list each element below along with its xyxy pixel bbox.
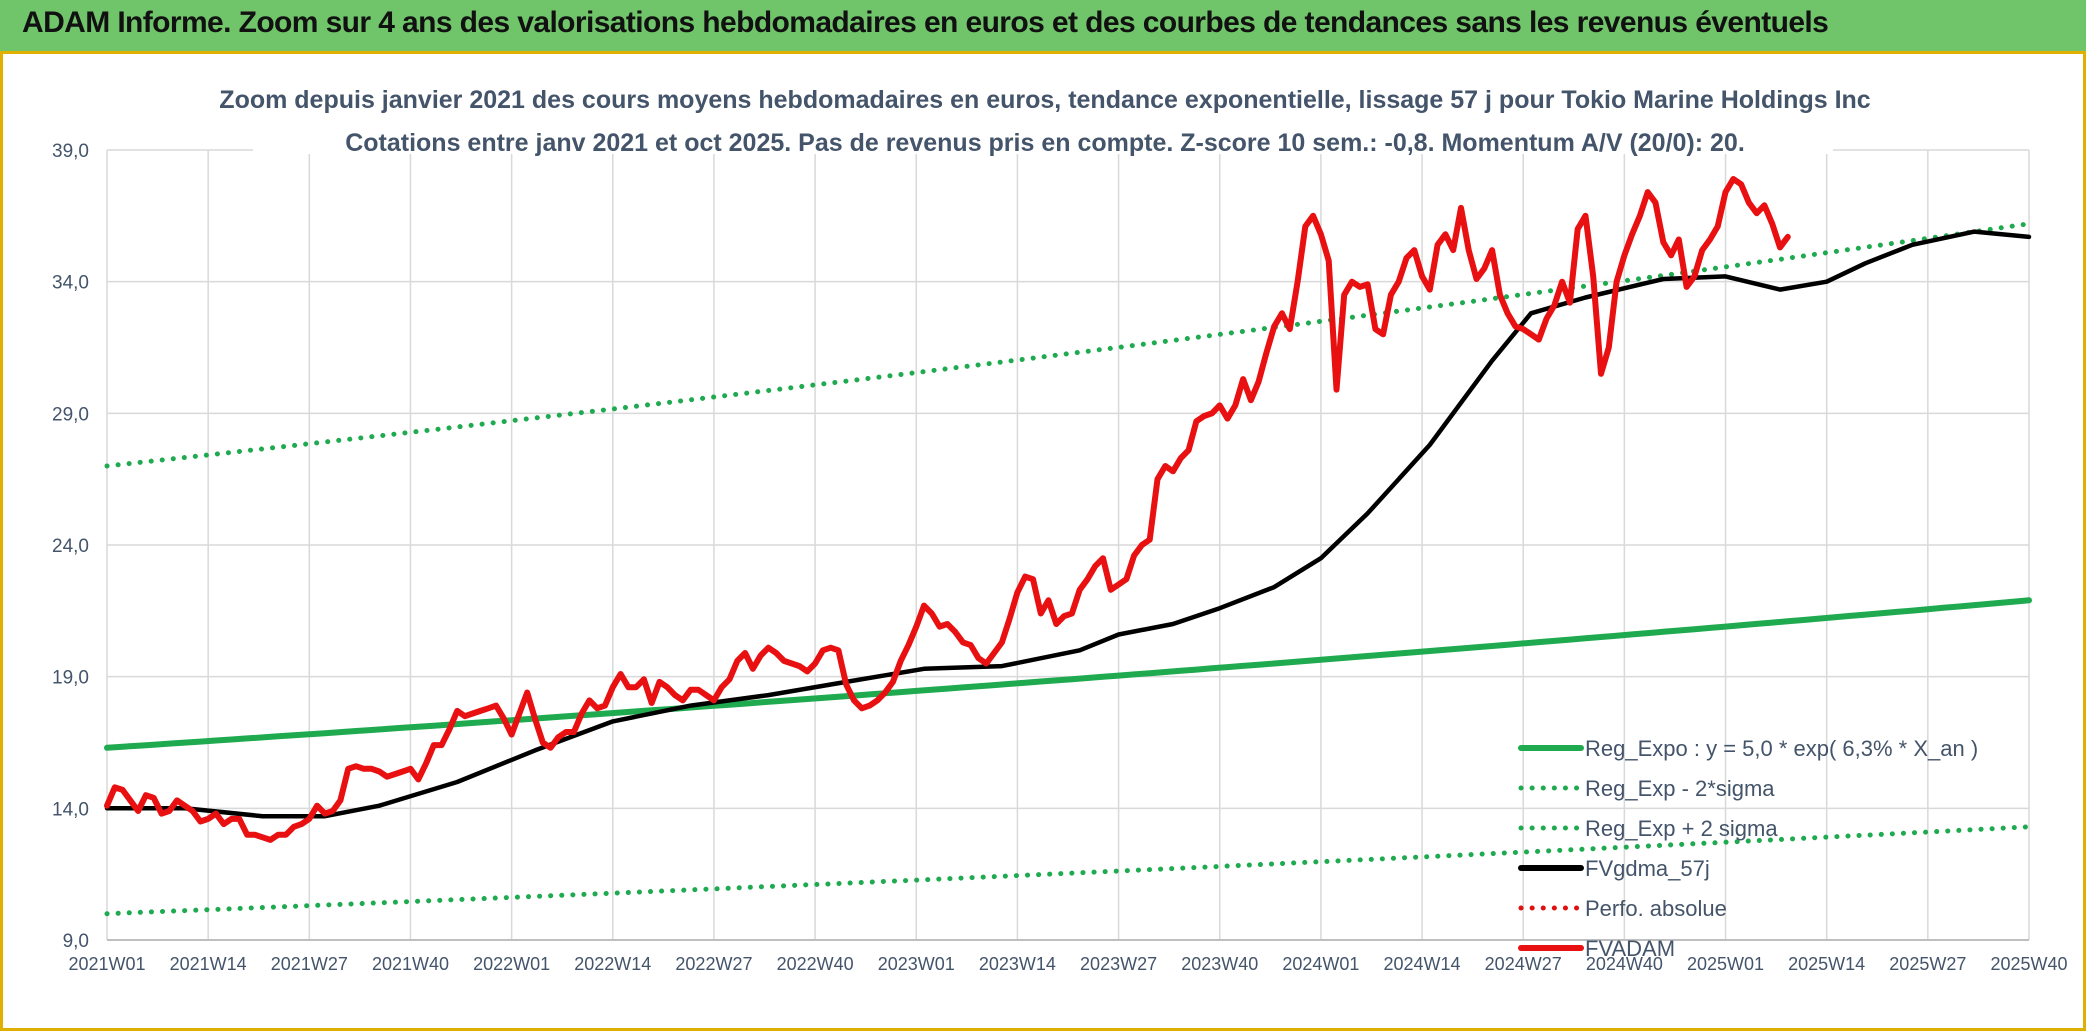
y-axis-ticks: 9,0 14,0 19,0 24,0 29,0 34,0 39,0	[52, 141, 89, 952]
x-tick-label: 2021W27	[271, 954, 348, 974]
series-fvgdma	[104, 229, 2032, 819]
x-tick-label: 2023W27	[1080, 954, 1157, 974]
legend-label-reg-expo: Reg_Expo : y = 5,0 * exp( 6,3% * X_an )	[1585, 736, 1978, 761]
y-tick-label: 34,0	[52, 273, 89, 294]
banner-title: ADAM Informe. Zoom sur 4 ans des valoris…	[22, 6, 1829, 39]
legend-label-reg-minus: Reg_Exp - 2*sigma	[1585, 776, 1775, 801]
x-tick-label: 2022W27	[675, 954, 752, 974]
y-tick-label: 29,0	[52, 404, 89, 425]
chart: 9,014,019,024,029,034,039,0 2021W01 2021W…	[3, 54, 2083, 1028]
chart-title-line2: Cotations entre janv 2021 et oct 2025. P…	[345, 129, 1745, 157]
x-tick-label: 2023W01	[878, 954, 955, 974]
x-axis-ticks: 2021W01 2021W14 2021W27 2021W40 2022W01 2022W…	[68, 954, 2067, 974]
gridlines	[106, 149, 2030, 941]
series-layer	[104, 176, 2032, 917]
x-tick-label: 2025W27	[1889, 954, 1966, 974]
y-tick-label: 19,0	[52, 668, 89, 689]
legend-label-reg-plus: Reg_Exp + 2 sigma	[1585, 816, 1778, 841]
y-tick-label: 14,0	[52, 799, 89, 820]
x-tick-label: 2022W01	[473, 954, 550, 974]
legend-label-perfo: Perfo. absolue	[1585, 896, 1727, 921]
x-tick-label: 2021W40	[372, 954, 449, 974]
series-reg-minus	[104, 824, 2032, 917]
title-backdrop	[253, 84, 1833, 154]
x-tick-label: 2024W01	[1282, 954, 1359, 974]
y-tick-label: 39,0	[52, 141, 89, 162]
series-reg-expo	[104, 597, 2032, 751]
x-tick-label: 2024W14	[1384, 954, 1461, 974]
y-tick-label: 24,0	[52, 536, 89, 557]
x-tick-label: 2021W01	[68, 954, 145, 974]
legend-label-fvgdma: FVgdma_57j	[1585, 856, 1710, 881]
series-fvadam	[104, 176, 1791, 843]
series-reg-plus	[104, 221, 2032, 469]
chart-frame: 9,0 14,0 19,0 24,0 29,0 34,0 39,0 2021W01 2021W…	[0, 54, 2086, 1031]
x-tick-label: 2022W14	[574, 954, 651, 974]
title-banner: ADAM Informe. Zoom sur 4 ans des valoris…	[0, 0, 2086, 54]
x-tick-label: 2022W40	[777, 954, 854, 974]
x-tick-label: 2021W14	[170, 954, 247, 974]
x-tick-label: 2023W14	[979, 954, 1056, 974]
y-tick-label: 9,0	[63, 931, 89, 952]
x-tick-label: 2023W40	[1181, 954, 1258, 974]
x-tick-label: 2025W40	[1990, 954, 2067, 974]
chart-title-line1: Zoom depuis janvier 2021 des cours moyen…	[219, 86, 1870, 114]
x-tick-label: 2025W14	[1788, 954, 1865, 974]
x-tick-label: 2024W40	[1586, 954, 1663, 974]
x-tick-label: 2025W01	[1687, 954, 1764, 974]
legend: Reg_Expo : y = 5,0 * exp( 6,3% * X_an ) R…	[1518, 736, 1978, 961]
x-tick-label: 2024W27	[1485, 954, 1562, 974]
legend-label-fvadam: FVADAM	[1585, 936, 1675, 961]
